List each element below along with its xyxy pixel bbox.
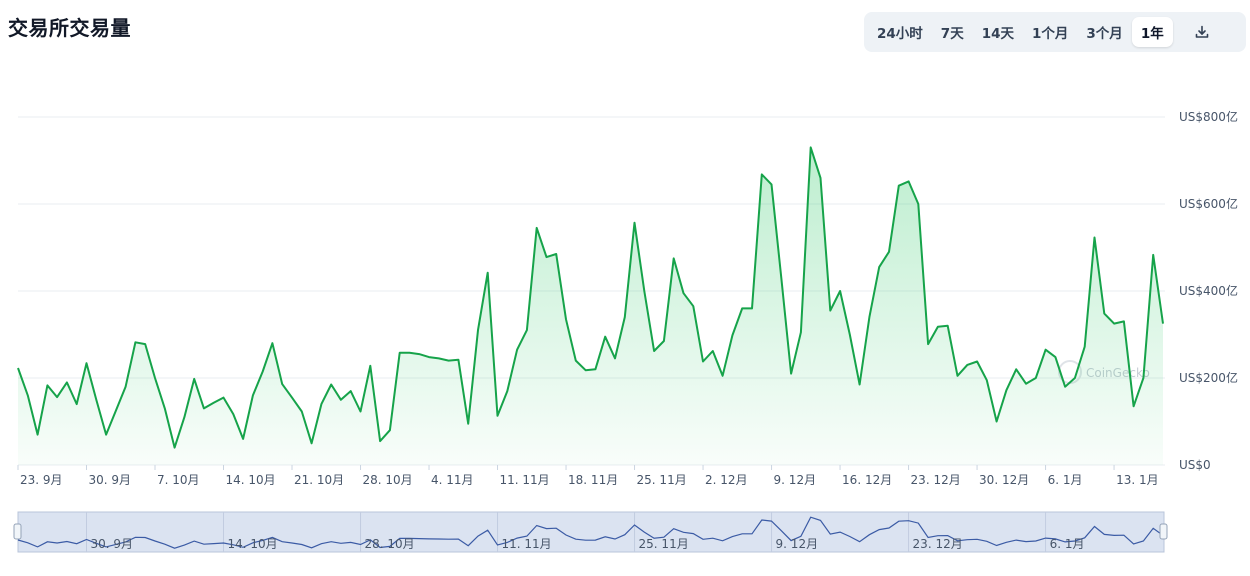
y-tick-label: US$400亿 bbox=[1179, 283, 1238, 298]
navigator-label: 11. 11月 bbox=[502, 537, 552, 551]
volume-line bbox=[17, 146, 1164, 449]
x-tick-label: 14. 10月 bbox=[226, 473, 276, 487]
y-tick-label: US$200亿 bbox=[1179, 370, 1238, 385]
navigator-label: 14. 10月 bbox=[228, 537, 278, 551]
x-tick-label: 16. 12月 bbox=[842, 473, 892, 487]
y-tick-label: US$600亿 bbox=[1179, 196, 1238, 211]
range-button-1m[interactable]: 1个月 bbox=[1032, 26, 1069, 42]
x-tick-label: 23. 9月 bbox=[20, 473, 63, 487]
navigator-line bbox=[17, 516, 1164, 549]
navigator-label: 23. 12月 bbox=[913, 537, 963, 551]
navigator-right-handle[interactable] bbox=[1159, 523, 1168, 540]
y-axis-labels: US$0 US$200亿 US$400亿 US$600亿 US$800亿 bbox=[1179, 109, 1238, 472]
page-title: 交易所交易量 bbox=[8, 16, 131, 40]
x-tick-label: 2. 12月 bbox=[705, 473, 748, 487]
x-tick-label: 28. 10月 bbox=[363, 473, 413, 487]
range-navigator: 30. 9月 14. 10月 28. 10月 11. 11月 25. 11月 9. 12月… bbox=[13, 511, 1168, 553]
navigator-left-handle[interactable] bbox=[13, 523, 22, 540]
volume-area bbox=[18, 147, 1163, 465]
x-tick-label: 4. 11月 bbox=[431, 473, 474, 487]
x-tick-label: 30. 12月 bbox=[979, 473, 1029, 487]
navigator-labels: 30. 9月 14. 10月 28. 10月 11. 11月 25. 11月 9. 12月… bbox=[91, 537, 1085, 551]
x-tick-label: 25. 11月 bbox=[637, 473, 687, 487]
x-tick-label: 30. 9月 bbox=[89, 473, 132, 487]
x-tick-label: 18. 11月 bbox=[568, 473, 618, 487]
navigator-gridlines bbox=[86, 512, 1047, 552]
navigator-label: 9. 12月 bbox=[776, 537, 819, 551]
x-tick-label: 6. 1月 bbox=[1048, 473, 1083, 487]
range-button-14d[interactable]: 14天 bbox=[981, 26, 1014, 42]
range-button-3m[interactable]: 3个月 bbox=[1086, 26, 1123, 42]
time-range-selector: 24小时 7天 14天 1个月 3个月 1年 bbox=[864, 12, 1246, 52]
navigator-label: 25. 11月 bbox=[639, 537, 689, 551]
x-tick-label: 11. 11月 bbox=[500, 473, 550, 487]
x-tick-label: 9. 12月 bbox=[774, 473, 817, 487]
range-button-1y[interactable]: 1年 bbox=[1131, 17, 1173, 47]
x-tick-label: 21. 10月 bbox=[294, 473, 344, 487]
x-axis-labels: 23. 9月 30. 9月 7. 10月 14. 10月 21. 10月 28. 10月 4… bbox=[17, 465, 1159, 487]
navigator-label: 6. 1月 bbox=[1050, 537, 1085, 551]
y-tick-label: US$800亿 bbox=[1179, 109, 1238, 124]
range-button-24h[interactable]: 24小时 bbox=[877, 26, 923, 42]
x-tick-label: 7. 10月 bbox=[157, 473, 200, 487]
range-button-7d[interactable]: 7天 bbox=[940, 26, 964, 42]
download-button[interactable] bbox=[1173, 17, 1231, 47]
navigator-background[interactable] bbox=[17, 511, 1165, 553]
x-tick-label: 23. 12月 bbox=[911, 473, 961, 487]
navigator-label: 28. 10月 bbox=[365, 537, 415, 551]
download-icon bbox=[1195, 25, 1209, 38]
y-tick-label: US$0 bbox=[1179, 458, 1211, 472]
x-tick-label: 13. 1月 bbox=[1116, 473, 1159, 487]
navigator-label: 30. 9月 bbox=[91, 537, 134, 551]
